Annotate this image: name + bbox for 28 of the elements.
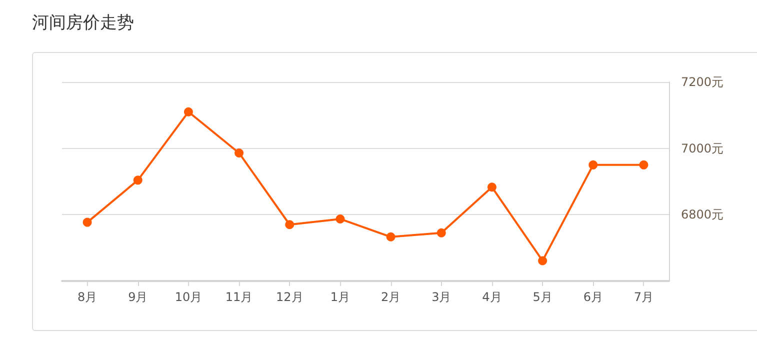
x-tick-label: 5月 bbox=[532, 290, 552, 304]
x-tick-label: 12月 bbox=[276, 290, 304, 304]
point bbox=[639, 160, 648, 170]
x-tick-label: 7月 bbox=[634, 290, 654, 304]
x-tick-label: 1月 bbox=[330, 290, 350, 304]
x-tick-label: 3月 bbox=[432, 290, 452, 304]
x-tick-label: 9月 bbox=[128, 290, 148, 304]
x-tick-label: 2月 bbox=[380, 290, 401, 304]
point bbox=[588, 160, 598, 170]
y-tick-label: 6800元 bbox=[681, 208, 724, 222]
point bbox=[234, 148, 244, 158]
point bbox=[538, 256, 548, 266]
point bbox=[133, 176, 142, 185]
point bbox=[436, 228, 446, 238]
point bbox=[487, 182, 496, 192]
x-tick-label: 11月 bbox=[225, 290, 253, 304]
point bbox=[184, 107, 193, 116]
point bbox=[336, 214, 345, 224]
point bbox=[386, 232, 396, 242]
x-tick-label: 10月 bbox=[174, 290, 202, 304]
x-tick-label: 8月 bbox=[77, 290, 98, 304]
y-tick-label: 7200元 bbox=[681, 75, 724, 89]
y-tick-label: 7000元 bbox=[681, 141, 724, 156]
chart-title: 河间房价走势 bbox=[32, 12, 134, 34]
x-tick-label: 6月 bbox=[583, 290, 603, 304]
point bbox=[285, 220, 294, 230]
x-tick-label: 4月 bbox=[482, 290, 502, 304]
point bbox=[82, 218, 92, 227]
